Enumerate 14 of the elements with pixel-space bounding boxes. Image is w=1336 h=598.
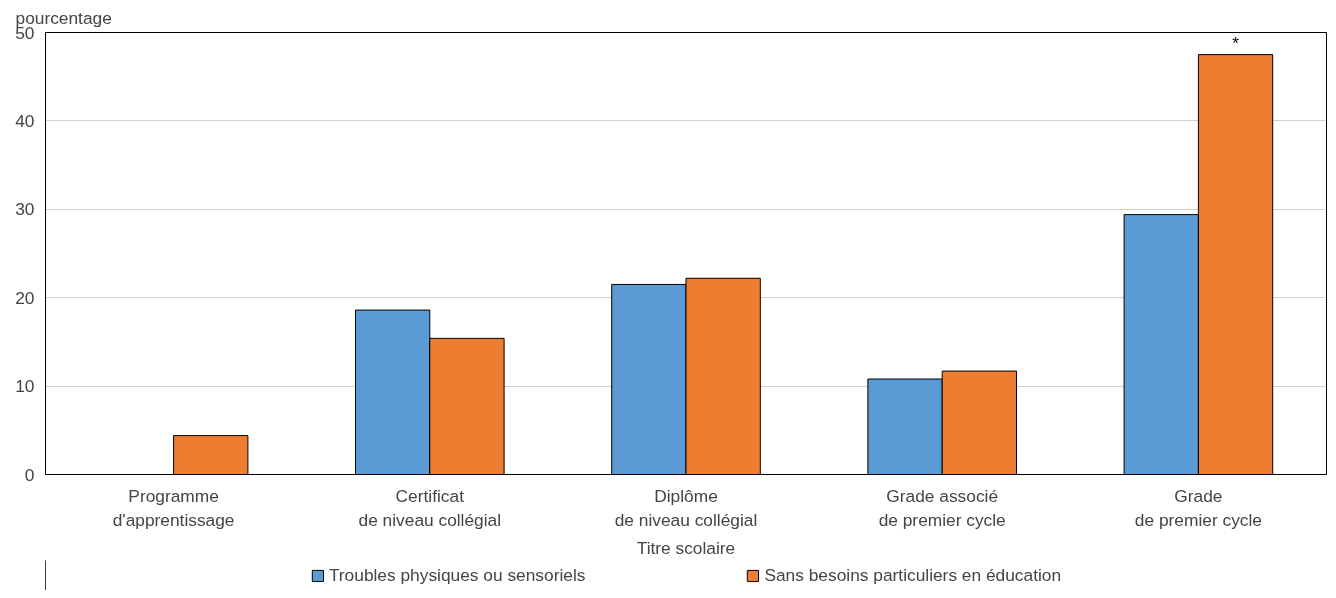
x-tick-label: Diplôme de niveau collégial	[614, 485, 758, 530]
y-tick-label: 10	[15, 376, 35, 397]
x-tick-label: Certificat de niveau collégial	[358, 485, 502, 530]
x-tick-label: Grade associé de premier cycle	[878, 485, 1006, 530]
y-tick-label: 0	[24, 464, 35, 485]
y-tick-label: 20	[15, 287, 35, 308]
legend-label: Troubles physiques ou sensoriels	[328, 564, 586, 586]
legend-label: Sans besoins particuliers en éducation	[764, 564, 1062, 586]
x-tick-label: Grade de premier cycle	[1134, 485, 1262, 530]
x-axis-title: Titre scolaire	[636, 537, 736, 558]
annotation: *	[1232, 32, 1240, 53]
y-tick-label: 30	[15, 199, 35, 220]
y-tick-label: 40	[15, 110, 35, 131]
x-tick-label: Programme d'apprentissage	[112, 485, 235, 530]
